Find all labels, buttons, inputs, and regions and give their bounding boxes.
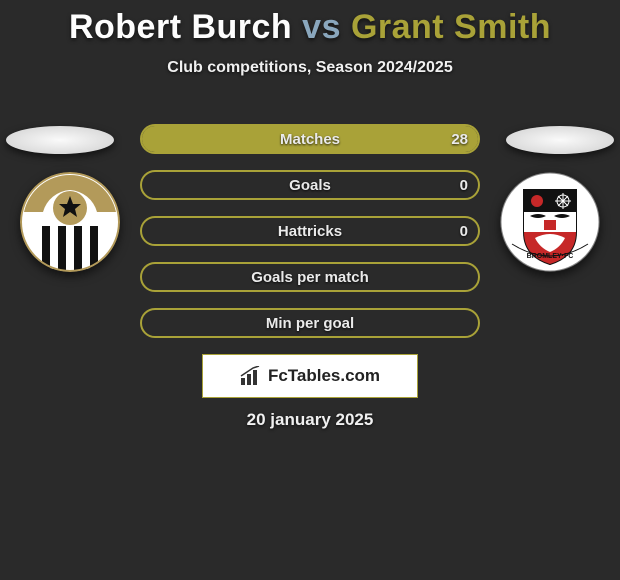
- stat-value-right: 0: [460, 223, 468, 240]
- stat-label: Hattricks: [278, 223, 342, 240]
- comparison-title: Robert Burch vs Grant Smith: [0, 0, 620, 47]
- player2-name: Grant Smith: [351, 8, 551, 46]
- player2-club-badge: BROMLEY·FC: [500, 172, 600, 272]
- stat-row: Min per goal: [140, 308, 480, 338]
- brand-box: FcTables.com: [202, 354, 418, 398]
- brand-text: FcTables.com: [268, 366, 380, 386]
- player1-name: Robert Burch: [69, 8, 292, 46]
- stat-row: Goals per match: [140, 262, 480, 292]
- date-line: 20 january 2025: [0, 410, 620, 430]
- stat-label: Min per goal: [266, 315, 354, 332]
- svg-text:BROMLEY·FC: BROMLEY·FC: [527, 253, 574, 260]
- stat-row: Matches 28: [140, 124, 480, 154]
- stat-row: Hattricks 0: [140, 216, 480, 246]
- stat-value-right: 0: [460, 177, 468, 194]
- stat-label: Goals per match: [251, 269, 369, 286]
- vs-separator: vs: [302, 8, 341, 46]
- player2-photo-placeholder: [506, 126, 614, 154]
- stat-row: Goals 0: [140, 170, 480, 200]
- stats-container: Matches 28 Goals 0 Hattricks 0 Goals per match…: [140, 124, 480, 354]
- player1-photo-placeholder: [6, 126, 114, 154]
- stat-label: Matches: [280, 131, 340, 148]
- player1-club-badge: [20, 172, 120, 272]
- stat-value-right: 28: [451, 131, 468, 148]
- subtitle: Club competitions, Season 2024/2025: [0, 59, 620, 77]
- stat-label: Goals: [289, 177, 331, 194]
- brand-icon: [240, 366, 262, 386]
